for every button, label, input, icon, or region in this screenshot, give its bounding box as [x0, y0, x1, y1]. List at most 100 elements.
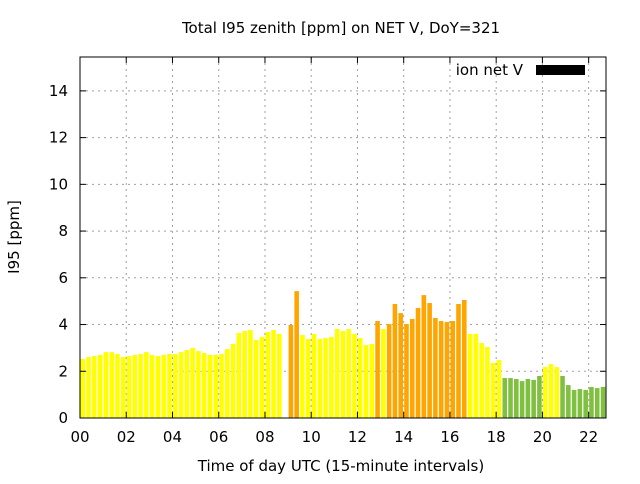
bar — [225, 349, 230, 418]
bar — [120, 357, 126, 418]
bar — [248, 329, 253, 418]
legend-label: ion net V — [456, 61, 524, 79]
x-tick-label: 06 — [209, 428, 228, 446]
bar — [138, 353, 143, 418]
bar — [444, 321, 450, 418]
y-tick-label: 2 — [58, 362, 68, 380]
bar — [398, 313, 403, 418]
bar — [190, 347, 195, 418]
bar — [485, 346, 490, 418]
bar — [467, 333, 473, 418]
bar — [253, 339, 259, 418]
bar — [548, 364, 554, 418]
bar — [149, 354, 155, 418]
bar — [560, 375, 565, 418]
x-tick-label: 20 — [533, 428, 552, 446]
bar — [473, 333, 479, 418]
bar — [311, 333, 317, 418]
x-tick-label: 12 — [348, 428, 367, 446]
bar — [386, 324, 392, 418]
bar — [167, 353, 172, 418]
bar — [132, 354, 138, 418]
bar — [381, 328, 386, 418]
x-axis-label: Time of day UTC (15-minute intervals) — [197, 457, 484, 475]
bar — [496, 360, 502, 418]
y-tick-label: 8 — [58, 222, 68, 240]
bar — [490, 363, 496, 418]
bar — [600, 386, 606, 418]
y-tick-label: 12 — [49, 129, 68, 147]
bar — [242, 331, 247, 418]
bar — [537, 375, 542, 418]
bar — [554, 367, 560, 418]
bar — [213, 354, 219, 418]
bar — [369, 343, 375, 418]
bar — [357, 338, 363, 418]
bar — [317, 339, 323, 418]
bar — [288, 325, 294, 418]
bar — [514, 378, 519, 418]
bar — [346, 328, 351, 418]
bar — [201, 353, 207, 418]
bar — [97, 354, 103, 418]
x-tick-label: 08 — [255, 428, 274, 446]
bar — [144, 352, 149, 418]
legend-swatch — [536, 65, 585, 75]
bar — [323, 338, 328, 418]
bar — [404, 324, 409, 418]
bar — [103, 352, 109, 418]
bar — [161, 354, 167, 418]
bar — [409, 318, 415, 418]
plot-frame — [79, 56, 607, 419]
legend: ion net V — [456, 61, 585, 79]
bar — [433, 317, 438, 418]
x-tick-label: 14 — [394, 428, 413, 446]
x-tick-label: 22 — [579, 428, 598, 446]
bar — [421, 295, 427, 418]
bar — [363, 345, 369, 418]
y-tick-label: 6 — [58, 269, 68, 287]
bar — [86, 357, 91, 418]
grid-lines — [80, 57, 606, 418]
x-tick-label: 10 — [302, 428, 321, 446]
bar — [577, 389, 583, 418]
x-tick-label: 04 — [163, 428, 182, 446]
y-tick-label: 10 — [49, 175, 68, 193]
bar — [196, 350, 201, 418]
bar — [236, 332, 242, 418]
bar — [334, 328, 340, 418]
bar — [450, 321, 456, 418]
bar — [172, 353, 178, 418]
bar — [271, 329, 276, 418]
bar — [329, 336, 334, 418]
bar — [415, 307, 421, 418]
bar — [340, 331, 346, 418]
bar — [375, 321, 380, 418]
bar — [80, 359, 86, 418]
bar — [92, 356, 97, 418]
bar — [427, 303, 432, 418]
bar — [219, 353, 224, 418]
y-tick-label: 4 — [58, 316, 68, 334]
bar — [502, 378, 508, 418]
bar — [265, 332, 271, 418]
bar — [259, 336, 265, 418]
bar — [456, 303, 461, 418]
chart-title: Total I95 zenith [ppm] on NET V, DoY=321 — [181, 19, 500, 37]
bar — [508, 378, 513, 418]
y-tick-label: 14 — [49, 82, 68, 100]
bar — [300, 335, 305, 418]
bar — [594, 388, 600, 418]
bar — [583, 389, 588, 418]
x-tick-label: 00 — [70, 428, 89, 446]
bar — [392, 303, 398, 418]
bar — [155, 356, 161, 418]
bar — [184, 350, 190, 418]
bar — [230, 343, 236, 418]
bar — [126, 356, 132, 418]
bar — [542, 367, 548, 418]
bar — [305, 339, 311, 418]
x-tick-label: 18 — [487, 428, 506, 446]
